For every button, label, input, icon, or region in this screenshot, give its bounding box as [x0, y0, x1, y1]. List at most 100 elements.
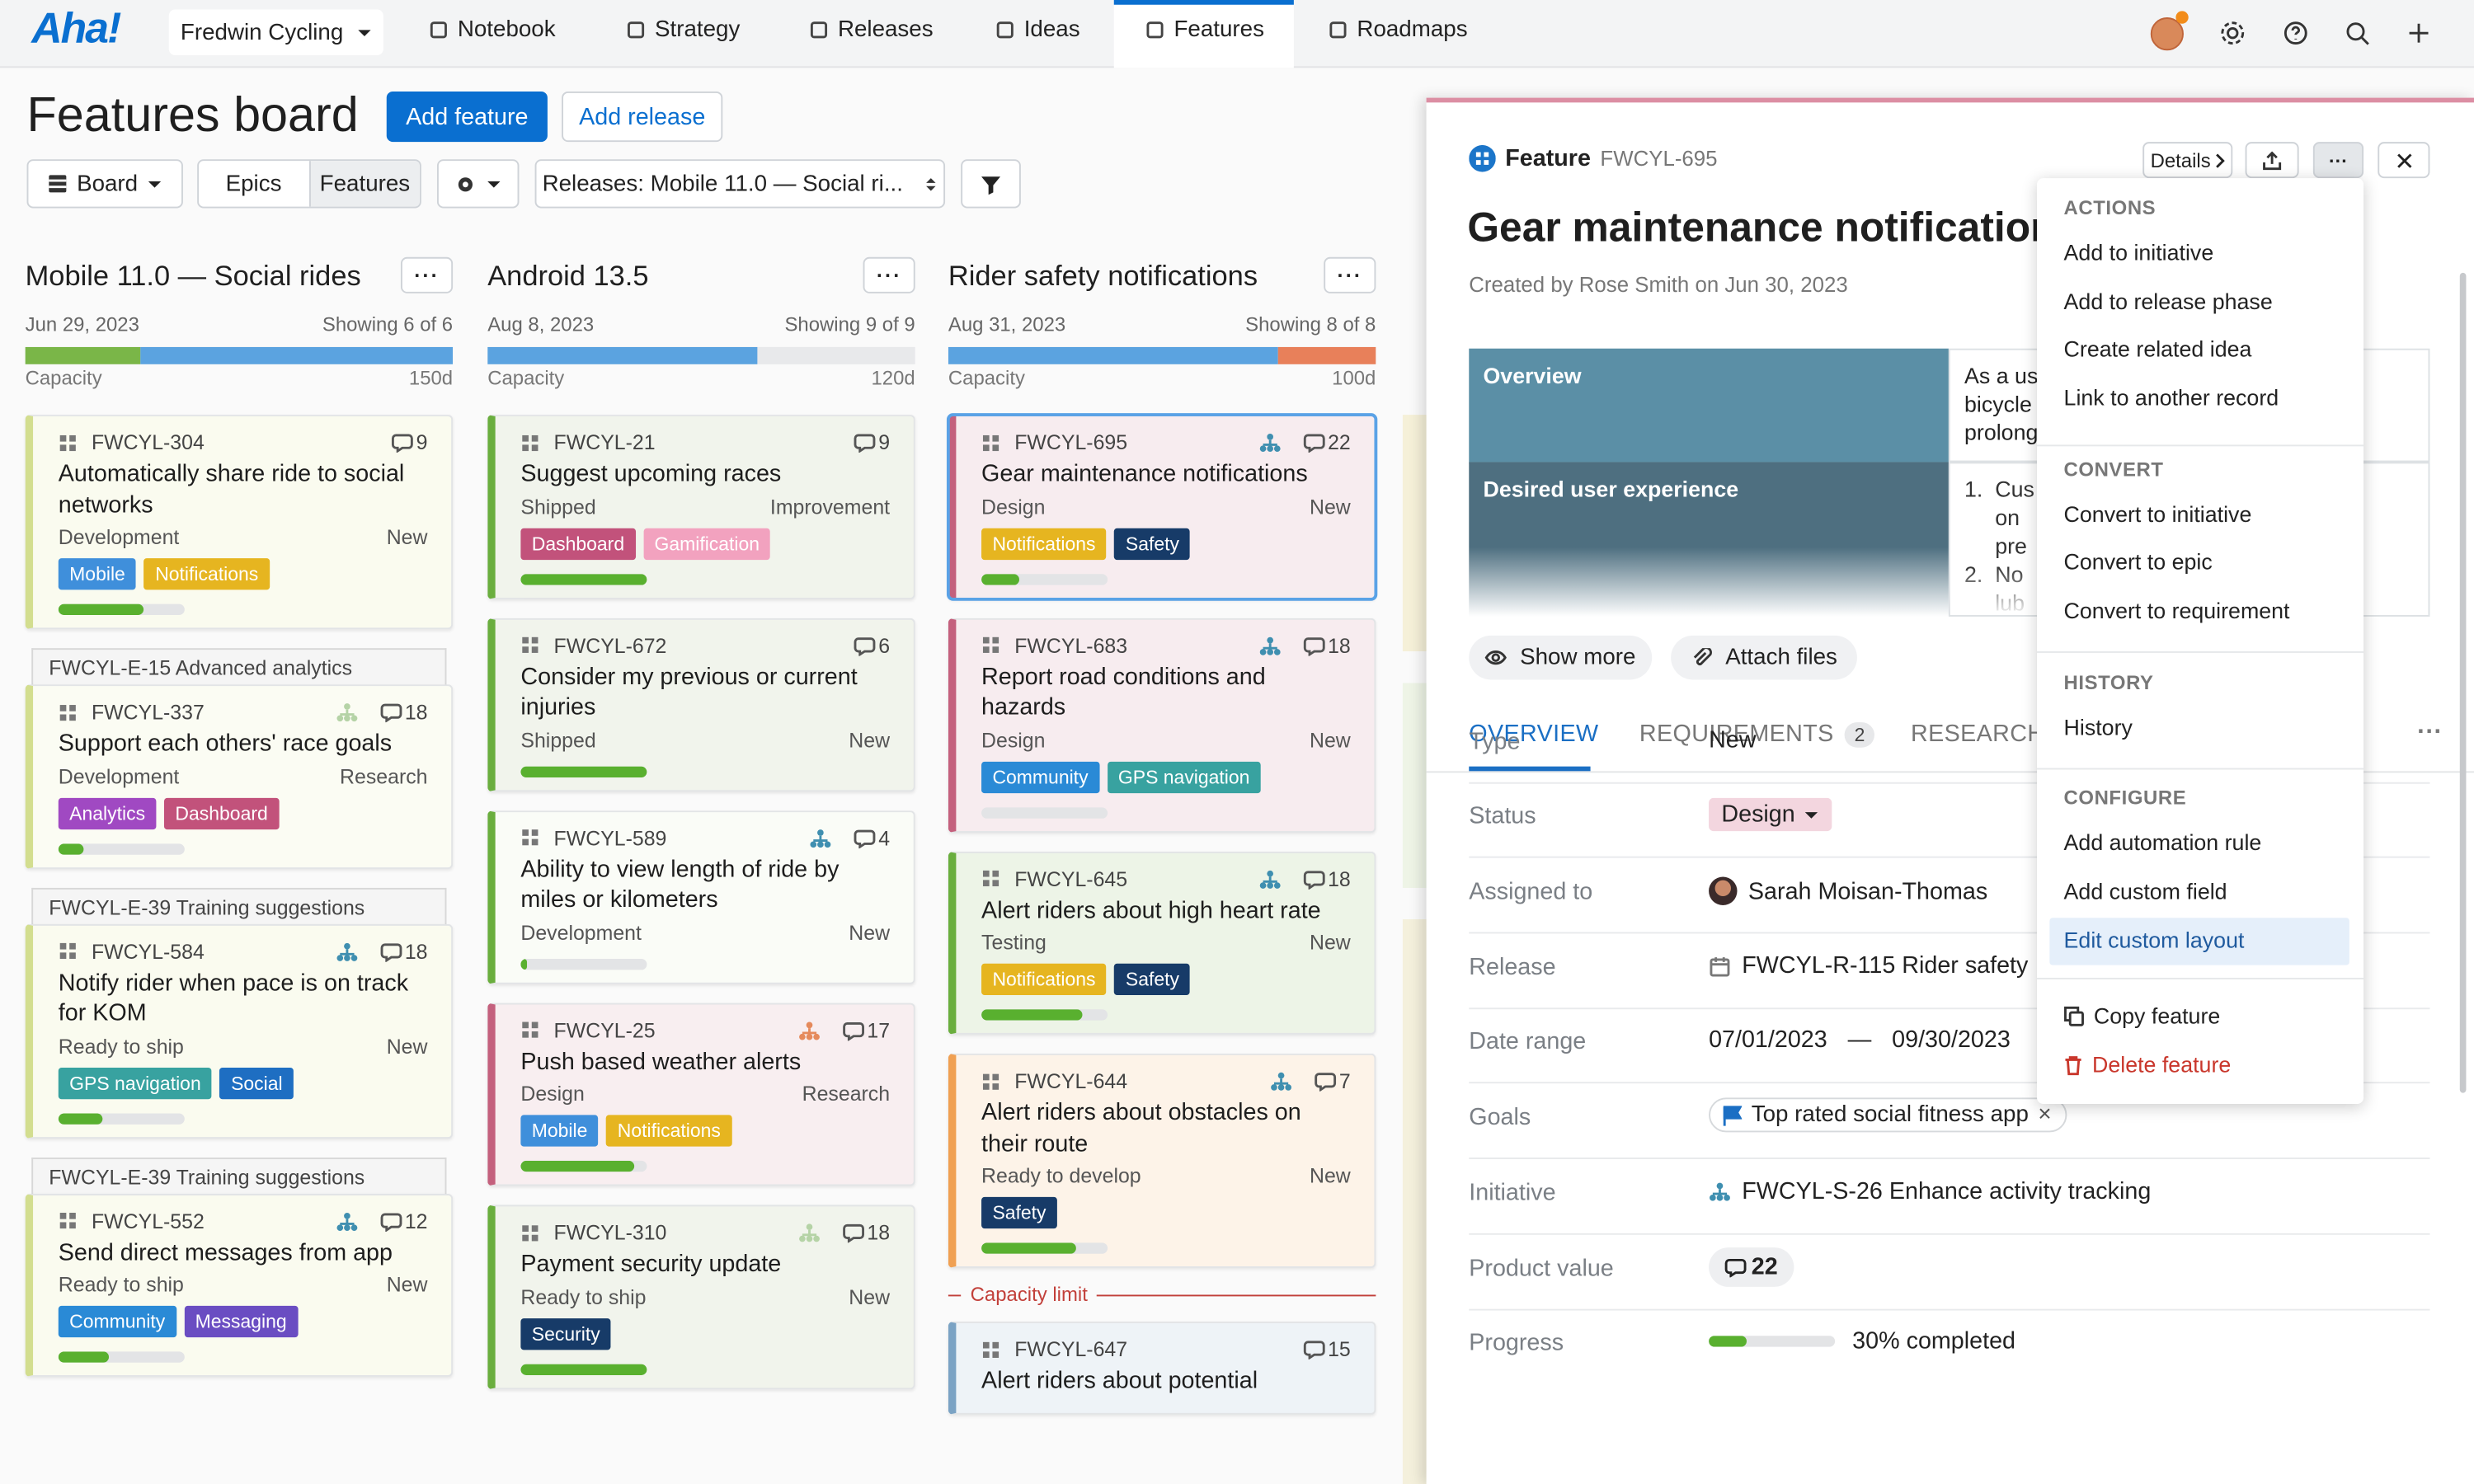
add-feature-button[interactable]: Add feature — [386, 91, 548, 143]
column-menu-button[interactable]: ··· — [863, 256, 915, 294]
toggle-option[interactable]: Features — [308, 161, 420, 207]
icon-shape — [1262, 642, 1277, 649]
capacity-value: 150d — [408, 367, 454, 390]
feature-card[interactable]: FWCYL-25 17 Push based weather alerts Desig… — [487, 1002, 915, 1186]
nav-tab[interactable]: Strategy — [627, 17, 740, 43]
icon — [522, 1021, 539, 1038]
view-select[interactable]: Board — [26, 159, 183, 209]
releases-filter-label: Releases: Mobile 11.0 — Social ri... — [542, 171, 903, 197]
feature-card[interactable]: FWCYL-645 18 Alert riders about high heart… — [948, 850, 1376, 1035]
icon-shape — [981, 176, 1001, 195]
nav-tab[interactable]: Notebook — [429, 17, 556, 43]
nav-tab[interactable]: Roadmaps — [1329, 17, 1468, 43]
detail-tab[interactable]: OVERVIEW — [1469, 721, 1598, 748]
feature-card[interactable]: FWCYL-337 18 Support each others' race goa… — [25, 684, 454, 869]
avatar[interactable] — [2150, 17, 2184, 51]
icon-shape — [522, 1021, 529, 1029]
menu-item[interactable]: Delete feature — [2064, 1052, 2231, 1077]
card-group: FWCYL-683 18 Report road conditions and ha… — [948, 617, 1376, 833]
card-meta: 18 — [336, 939, 427, 963]
feature-card[interactable]: FWCYL-21 9 Suggest upcoming races Shipped Im… — [487, 415, 915, 599]
tags: Community GPS navigation — [981, 760, 1351, 793]
menu-item[interactable]: Add automation rule — [2064, 829, 2262, 855]
icon-shape — [430, 21, 447, 39]
menu-item[interactable]: Add to release phase — [2064, 289, 2273, 314]
tags: Notifications Safety — [981, 963, 1351, 996]
menu-item-label: Convert to initiative — [2063, 501, 2252, 527]
feature-card[interactable]: FWCYL-310 18 Payment security update Ready … — [487, 1205, 915, 1389]
nav-tab[interactable]: Ideas — [995, 17, 1080, 43]
menu-item[interactable]: Convert to requirement — [2064, 598, 2290, 623]
toggle-option[interactable]: Epics — [225, 171, 282, 197]
card-meta: 6 — [854, 633, 890, 657]
add-release-button[interactable]: Add release — [562, 91, 723, 143]
menu-item[interactable]: Convert to epic — [2064, 549, 2213, 575]
nav-icon-button[interactable] — [2345, 21, 2370, 54]
workspace-select[interactable]: Fredwin Cycling — [168, 9, 383, 55]
settings-button[interactable] — [436, 159, 520, 209]
action-pill[interactable]: Show more — [1469, 635, 1653, 680]
feature-type: New — [386, 1272, 428, 1297]
icon-shape — [1266, 648, 1273, 655]
feature-card[interactable]: FWCYL-647 15 Alert riders about potential — [948, 1321, 1376, 1414]
feature-card[interactable]: FWCYL-672 6 Consider my previous or curren… — [487, 617, 915, 791]
icon — [1302, 636, 1324, 655]
column-menu-button[interactable]: ··· — [400, 256, 454, 294]
feature-card[interactable]: FWCYL-644 7 Alert riders about obstacles o… — [948, 1053, 1376, 1268]
more-button[interactable]: ··· — [2312, 142, 2364, 179]
tabs-more[interactable]: ··· — [2417, 719, 2443, 746]
status-pill[interactable]: Design — [1709, 797, 1832, 832]
nav-tab[interactable]: Features — [1145, 17, 1264, 43]
record-id: FWCYL-695 — [1600, 146, 1718, 171]
icon-shape — [350, 715, 357, 722]
icon — [2221, 21, 2245, 45]
detail-tab[interactable]: RESEARCH — [1911, 721, 2045, 748]
menu-item[interactable]: Convert to initiative — [2064, 501, 2252, 527]
feature-card[interactable]: FWCYL-683 18 Report road conditions and ha… — [948, 617, 1376, 833]
icon-shape — [2227, 26, 2239, 40]
nav-tab[interactable]: Releases — [810, 17, 934, 43]
icon-shape — [379, 703, 402, 723]
feature-card[interactable]: FWCYL-589 4 Ability to view length of ride… — [487, 810, 915, 984]
logo[interactable]: Aha! — [31, 4, 121, 53]
icon-shape — [59, 713, 67, 721]
card-header: FWCYL-672 6 — [520, 633, 890, 657]
menu-item[interactable]: Edit custom layout — [2064, 928, 2245, 953]
menu-item[interactable]: Copy feature — [2064, 1003, 2220, 1028]
icon — [1710, 956, 1730, 976]
feature-card[interactable]: FWCYL-552 12 Send direct messages from app… — [25, 1193, 454, 1377]
column-menu-button[interactable]: ··· — [1324, 256, 1376, 294]
nav-icon-button[interactable] — [2406, 21, 2432, 54]
remove-goal[interactable]: × — [2038, 1102, 2052, 1128]
details-button[interactable]: Details — [2142, 142, 2233, 179]
icon-shape — [531, 636, 539, 644]
epic-feature-toggle: Epics Features — [197, 159, 421, 209]
menu-item[interactable]: Add to initiative — [2064, 240, 2214, 265]
feature-card[interactable]: FWCYL-695 22 Gear maintenance notification… — [946, 413, 1378, 600]
detail-tab[interactable]: REQUIREMENTS 2 — [1639, 721, 1875, 748]
menu-heading: HISTORY — [2063, 671, 2154, 694]
end-date: 09/30/2023 — [1892, 1026, 2011, 1054]
card-list: FWCYL-695 22 Gear maintenance notification… — [946, 413, 1378, 1414]
icon — [522, 636, 539, 653]
menu-item[interactable]: History — [2064, 715, 2133, 740]
menu-item[interactable]: Create related idea — [2064, 336, 2252, 361]
filter-button[interactable] — [961, 159, 1021, 209]
card-id: FWCYL-337 — [59, 700, 205, 724]
feature-card[interactable]: FWCYL-584 18 Notify rider when pace is on … — [25, 923, 454, 1139]
feature-card[interactable]: FWCYL-304 9 Automatically share ride to so… — [25, 415, 454, 630]
menu-item-label: Add to release phase — [2063, 289, 2273, 314]
nav-icon-button[interactable] — [2284, 21, 2309, 54]
releases-filter[interactable]: Releases: Mobile 11.0 — Social ri... — [534, 159, 946, 209]
share-button[interactable] — [2245, 142, 2299, 179]
nav-icon-button[interactable] — [2220, 21, 2246, 54]
card-title: Notify rider when pace is on track for K… — [58, 969, 409, 1027]
menu-item[interactable]: Link to another record — [2064, 385, 2279, 411]
menu-item[interactable]: Add custom field — [2064, 878, 2227, 904]
close-button[interactable] — [2378, 142, 2430, 179]
icon-shape — [531, 1021, 539, 1029]
icon — [148, 181, 162, 187]
icon-shape — [1284, 1084, 1291, 1091]
icon — [458, 176, 473, 191]
action-pill[interactable]: Attach files — [1671, 635, 1857, 680]
